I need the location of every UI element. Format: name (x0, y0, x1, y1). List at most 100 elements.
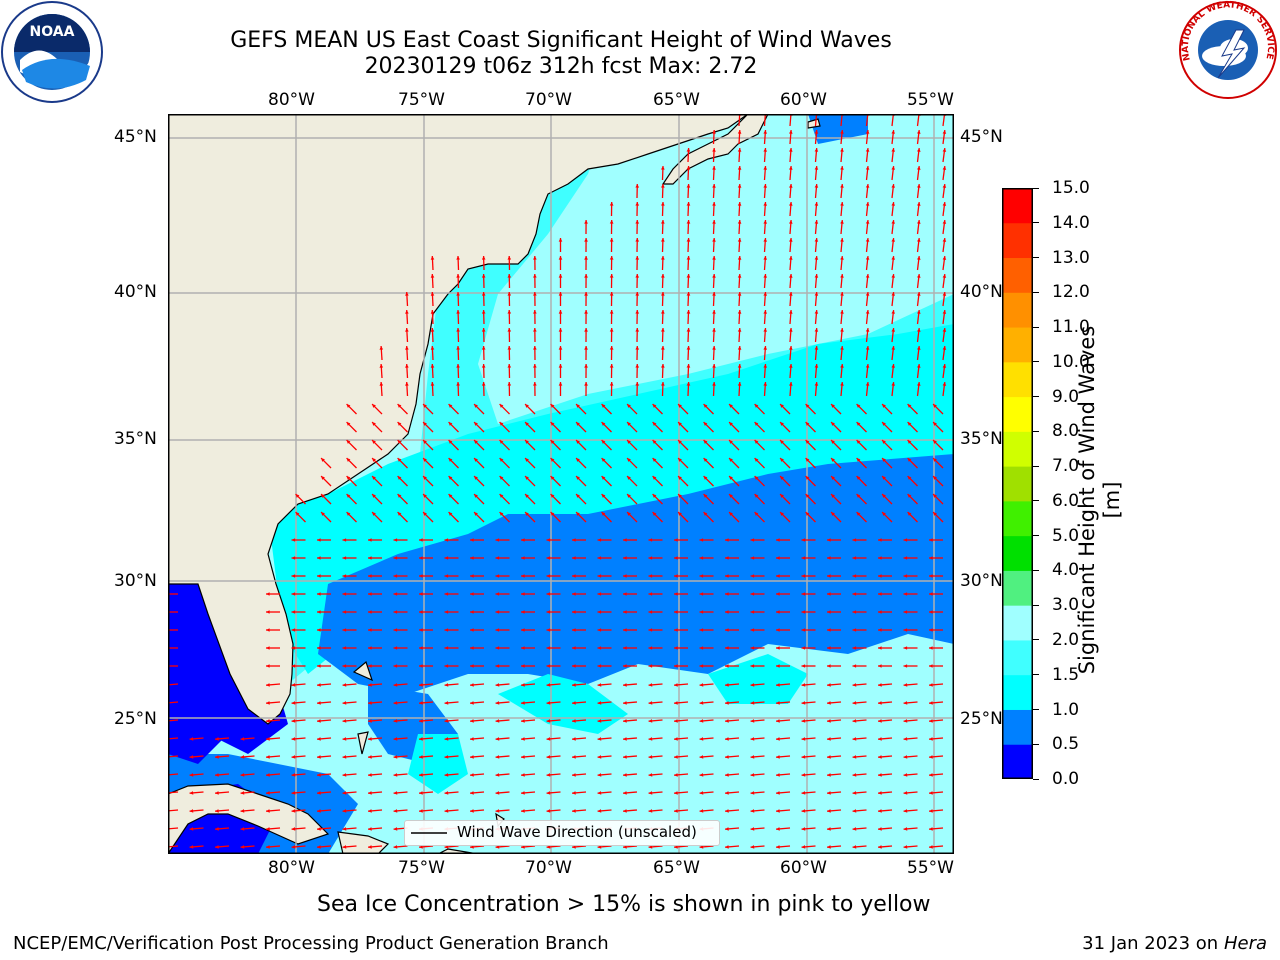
wind-wave-arrowhead (712, 364, 716, 368)
wind-wave-arrowhead (929, 809, 933, 813)
wind-wave-arrowhead (891, 148, 895, 152)
wind-wave-arrowhead (368, 538, 372, 542)
wind-wave-arrowhead (852, 683, 857, 687)
wind-wave-arrowhead (856, 494, 861, 498)
wind-wave-arrowhead (368, 827, 372, 831)
wind-wave-arrowhead (393, 845, 398, 849)
wind-wave-arrowhead (546, 556, 551, 560)
wind-wave-arrowhead (635, 364, 640, 368)
wind-wave-arrowhead (891, 220, 895, 224)
wind-wave-arrowhead (686, 292, 691, 296)
wind-wave-arrowhead (397, 494, 402, 498)
wind-wave-arrowhead (623, 791, 627, 795)
wind-wave-arrowhead (831, 512, 835, 516)
wind-wave-arrowhead (470, 664, 474, 668)
wind-wave-arrowhead (907, 458, 912, 462)
wind-wave-arrowhead (648, 755, 653, 759)
wind-wave-arrowhead (470, 574, 474, 578)
wind-wave-arrowhead (789, 328, 793, 332)
wind-wave-arrowhead (827, 664, 831, 668)
wind-wave-arrowhead (368, 719, 372, 723)
wind-wave-arrowhead (495, 683, 500, 687)
wind-wave-arrowhead (470, 845, 474, 849)
wind-wave-arrowhead (933, 404, 937, 408)
wind-wave-arrowhead (499, 494, 504, 498)
wind-wave-arrowhead (878, 610, 882, 614)
wind-wave-arrowhead (776, 556, 780, 560)
wind-wave-arrowhead (576, 422, 580, 426)
wind-wave-arrowhead (635, 292, 640, 296)
wind-wave-arrowhead (507, 346, 512, 350)
wind-wave-arrowhead (423, 422, 427, 426)
wind-wave-arrowhead (597, 683, 602, 687)
wind-wave-arrowhead (712, 346, 716, 350)
wind-wave-arrowhead (852, 827, 857, 831)
wind-wave-arrowhead (572, 809, 576, 813)
wind-wave-arrowhead (903, 646, 908, 650)
colorbar-tick-label: 5.0 (1052, 525, 1080, 546)
wind-wave-arrowhead (572, 683, 576, 687)
wind-wave-arrowhead (652, 494, 657, 498)
wind-wave-arrowhead (661, 202, 665, 206)
wind-wave-arrowhead (827, 683, 831, 687)
wind-wave-arrowhead (737, 220, 742, 224)
wind-wave-arrowhead (572, 701, 576, 705)
wind-wave-arrowhead (903, 809, 908, 813)
wind-wave-arrowhead (550, 476, 555, 480)
wind-wave-arrowhead (456, 310, 460, 314)
wind-wave-arrowhead (678, 512, 682, 516)
wind-wave-arrowhead (699, 664, 704, 668)
wind-wave-arrowhead (368, 809, 372, 813)
colorbar-tick (1033, 396, 1039, 398)
colorbar-tick (1033, 535, 1039, 537)
wind-wave-arrowhead (342, 755, 347, 759)
wind-wave-arrowhead (393, 719, 398, 723)
wind-wave-arrowhead (495, 719, 500, 723)
lat-label-right: 35°N (960, 429, 1003, 449)
wind-wave-arrowhead (661, 166, 665, 170)
wind-wave-arrowhead (525, 458, 529, 462)
wind-wave-arrowhead (291, 791, 296, 795)
wind-wave-arrowhead (882, 458, 886, 462)
wind-wave-arrowhead (623, 683, 627, 687)
wind-wave-arrowhead (405, 364, 409, 368)
wind-wave-arrowhead (789, 238, 793, 242)
wind-wave-arrowhead (776, 683, 780, 687)
wind-wave-arrowhead (368, 664, 372, 668)
wind-wave-arrowhead (891, 310, 895, 314)
wind-wave-arrowhead (789, 184, 793, 188)
wind-wave-arrowhead (266, 701, 270, 705)
wind-wave-arrowhead (546, 845, 551, 849)
wind-wave-arrowhead (533, 292, 537, 296)
wind-wave-arrowhead (725, 809, 729, 813)
wind-wave-arrowhead (891, 382, 895, 386)
colorbar-tick-label: 6.0 (1052, 490, 1080, 511)
wind-wave-arrowhead (291, 556, 296, 560)
wind-wave-arrowhead (801, 664, 806, 668)
wind-wave-arrowhead (661, 238, 665, 242)
wind-wave-arrowhead (448, 404, 453, 408)
wind-wave-arrowhead (725, 556, 729, 560)
wind-wave-arrowhead (789, 364, 793, 368)
wind-wave-arrowhead (789, 382, 793, 386)
wind-wave-arrowhead (814, 382, 819, 386)
wind-wave-arrowhead (703, 422, 708, 426)
colorbar-swatch (1002, 744, 1033, 780)
wind-wave-arrowhead (933, 422, 937, 426)
wind-wave-arrowhead (903, 791, 908, 795)
wind-wave-arrowhead (623, 592, 627, 596)
wind-wave-arrowhead (609, 364, 614, 368)
wind-wave-arrowhead (291, 646, 296, 650)
wind-wave-arrowhead (419, 556, 423, 560)
chart-title-line1: GEFS MEAN US East Coast Significant Heig… (230, 28, 892, 53)
wind-wave-arrowhead (840, 202, 844, 206)
colorbar-swatch (1002, 431, 1033, 467)
wind-wave-arrowhead (368, 628, 372, 632)
wind-wave-arrowhead (917, 364, 921, 368)
wind-wave-arrowhead (368, 574, 372, 578)
wind-wave-arrowhead (444, 574, 449, 578)
wind-wave-arrowhead (597, 773, 602, 777)
wind-wave-arrowhead (699, 646, 704, 650)
wind-wave-arrowhead (609, 256, 614, 260)
wind-wave-arrowhead (674, 628, 678, 632)
